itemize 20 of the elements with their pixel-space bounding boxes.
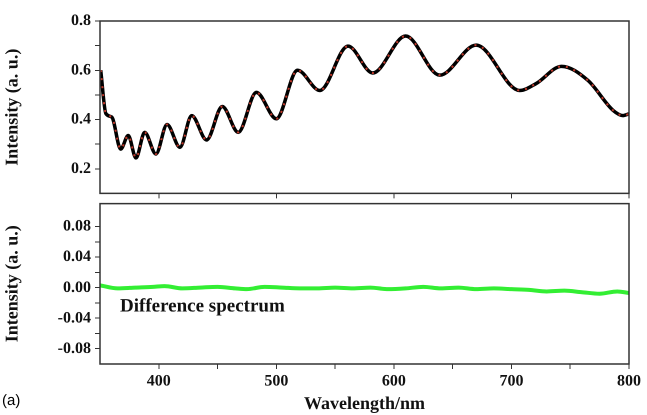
x-tick-label: 400 — [146, 372, 171, 390]
y-tick-label: 0.8 — [71, 12, 91, 30]
y-tick-label: -0.08 — [58, 340, 91, 357]
y-tick-label: 0.04 — [63, 248, 91, 266]
y-tick-label: 0.2 — [71, 160, 91, 177]
y-tick-label: 0.6 — [71, 61, 91, 78]
line-series — [100, 283, 629, 296]
text: (a) — [2, 392, 20, 409]
y-tick-label: 0.4 — [71, 110, 91, 128]
x-tick-label: 500 — [264, 372, 288, 390]
y-axis-title: Intensity (a. u.) — [1, 48, 22, 166]
y-tick-label: 0.08 — [63, 218, 91, 235]
series-label: Difference spectrum — [120, 296, 285, 317]
x-tick-label: 700 — [499, 372, 524, 390]
x-tick-label: 800 — [617, 372, 641, 390]
y-tick-label: 0.00 — [63, 278, 91, 296]
x-tick-label: 600 — [382, 372, 406, 390]
y-axis-title: Intensity (a. u.) — [1, 225, 22, 342]
y-tick-label: -0.04 — [58, 309, 91, 326]
x-axis-title: Wavelength/nm — [304, 392, 426, 413]
